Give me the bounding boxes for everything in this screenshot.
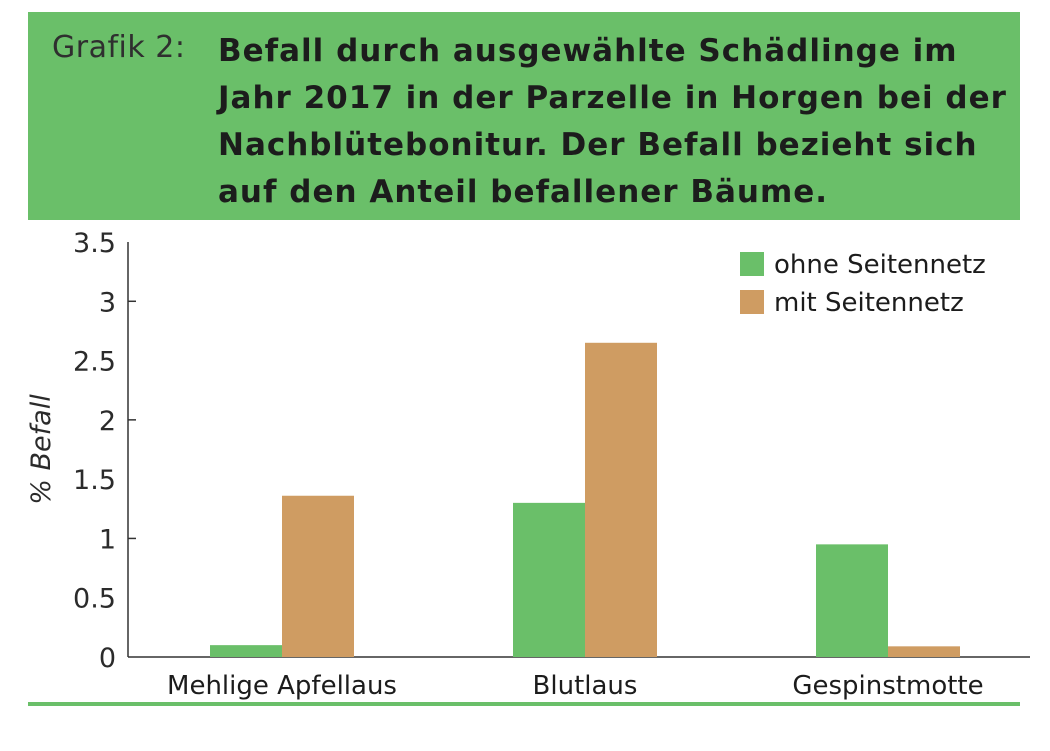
legend-label-1: mit Seitennetz <box>774 288 964 318</box>
bar-mit-1 <box>585 342 657 657</box>
chart-title: Befall durch ausgewählte Schädlinge im J… <box>218 33 1007 210</box>
x-tick-label: Blutlaus <box>533 671 638 700</box>
x-tick-label: Mehlige Apfellaus <box>167 671 397 700</box>
legend-swatch-0 <box>740 252 764 276</box>
legend-label-0: ohne Seitennetz <box>774 250 986 280</box>
y-tick-label: 1 <box>99 524 116 555</box>
bottom-divider <box>28 702 1020 706</box>
bar-mit-2 <box>888 646 960 657</box>
y-tick-label: 2.5 <box>73 347 116 378</box>
legend-swatch-1 <box>740 290 764 314</box>
bar-ohne-0 <box>210 645 282 657</box>
y-axis-label: % Befall <box>26 394 57 505</box>
y-tick-label: 1.5 <box>73 465 116 496</box>
bar-ohne-1 <box>513 502 585 657</box>
title-banner: Grafik 2: Befall durch ausgewählte Schäd… <box>28 12 1020 220</box>
x-tick-label: Gespinstmotte <box>792 671 983 700</box>
y-tick-label: 0 <box>99 643 116 674</box>
y-tick-label: 2 <box>99 406 116 437</box>
figure-label: Grafik 2: <box>52 30 186 65</box>
bar-ohne-2 <box>816 544 888 657</box>
y-tick-label: 3 <box>99 287 116 318</box>
bar-mit-0 <box>282 495 354 657</box>
y-tick-label: 3.5 <box>73 228 116 259</box>
bar-chart: 0 0.5 1 1.5 2 2.5 3 3.5 % Befall Mehlige Apfellau… <box>26 228 1030 700</box>
y-tick-label: 0.5 <box>73 584 116 615</box>
